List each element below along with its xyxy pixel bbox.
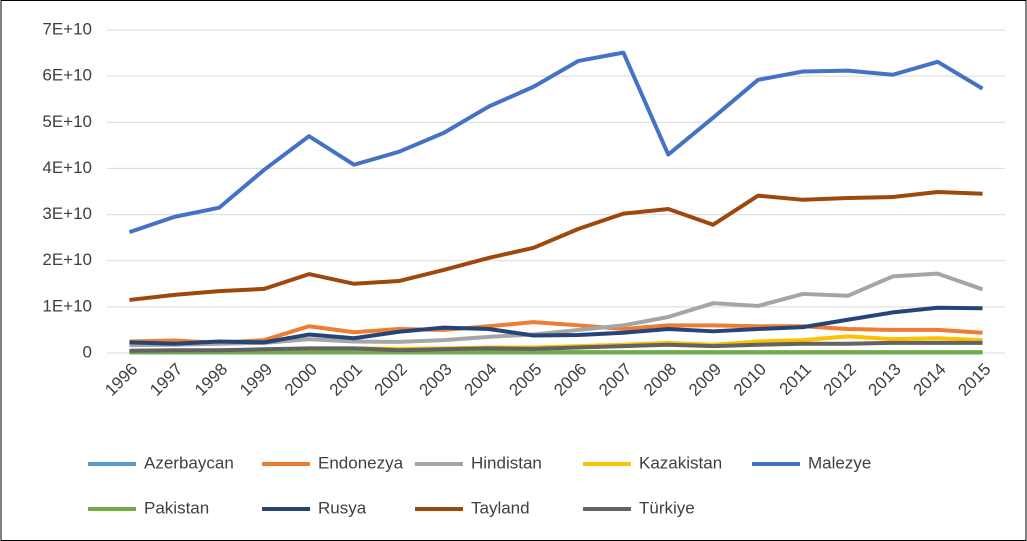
series-line bbox=[129, 320, 983, 345]
y-tick-label: 1E+10 bbox=[42, 296, 92, 315]
series-line bbox=[129, 305, 983, 346]
legend-label: Kazakistan bbox=[639, 453, 722, 472]
legend-label: Azerbaycan bbox=[144, 453, 234, 472]
legend-label: Tayland bbox=[471, 498, 530, 517]
legend-label: Hindistan bbox=[471, 453, 542, 472]
y-tick-label: 0 bbox=[83, 342, 92, 361]
legend-label: Türkiye bbox=[639, 498, 695, 517]
legend-label: Endonezya bbox=[318, 453, 404, 472]
y-tick-label: 6E+10 bbox=[42, 66, 92, 85]
legend-label: Rusya bbox=[318, 498, 367, 517]
series-line bbox=[129, 189, 983, 302]
legend-label: Malezye bbox=[808, 453, 871, 472]
y-tick-label: 3E+10 bbox=[42, 204, 92, 223]
y-tick-label: 7E+10 bbox=[42, 19, 92, 38]
y-tick-label: 5E+10 bbox=[42, 112, 92, 131]
legend-label: Pakistan bbox=[144, 498, 209, 517]
y-tick-label: 2E+10 bbox=[42, 250, 92, 269]
y-tick-label: 4E+10 bbox=[42, 158, 92, 177]
series-line bbox=[129, 340, 983, 353]
series-line bbox=[128, 50, 984, 235]
